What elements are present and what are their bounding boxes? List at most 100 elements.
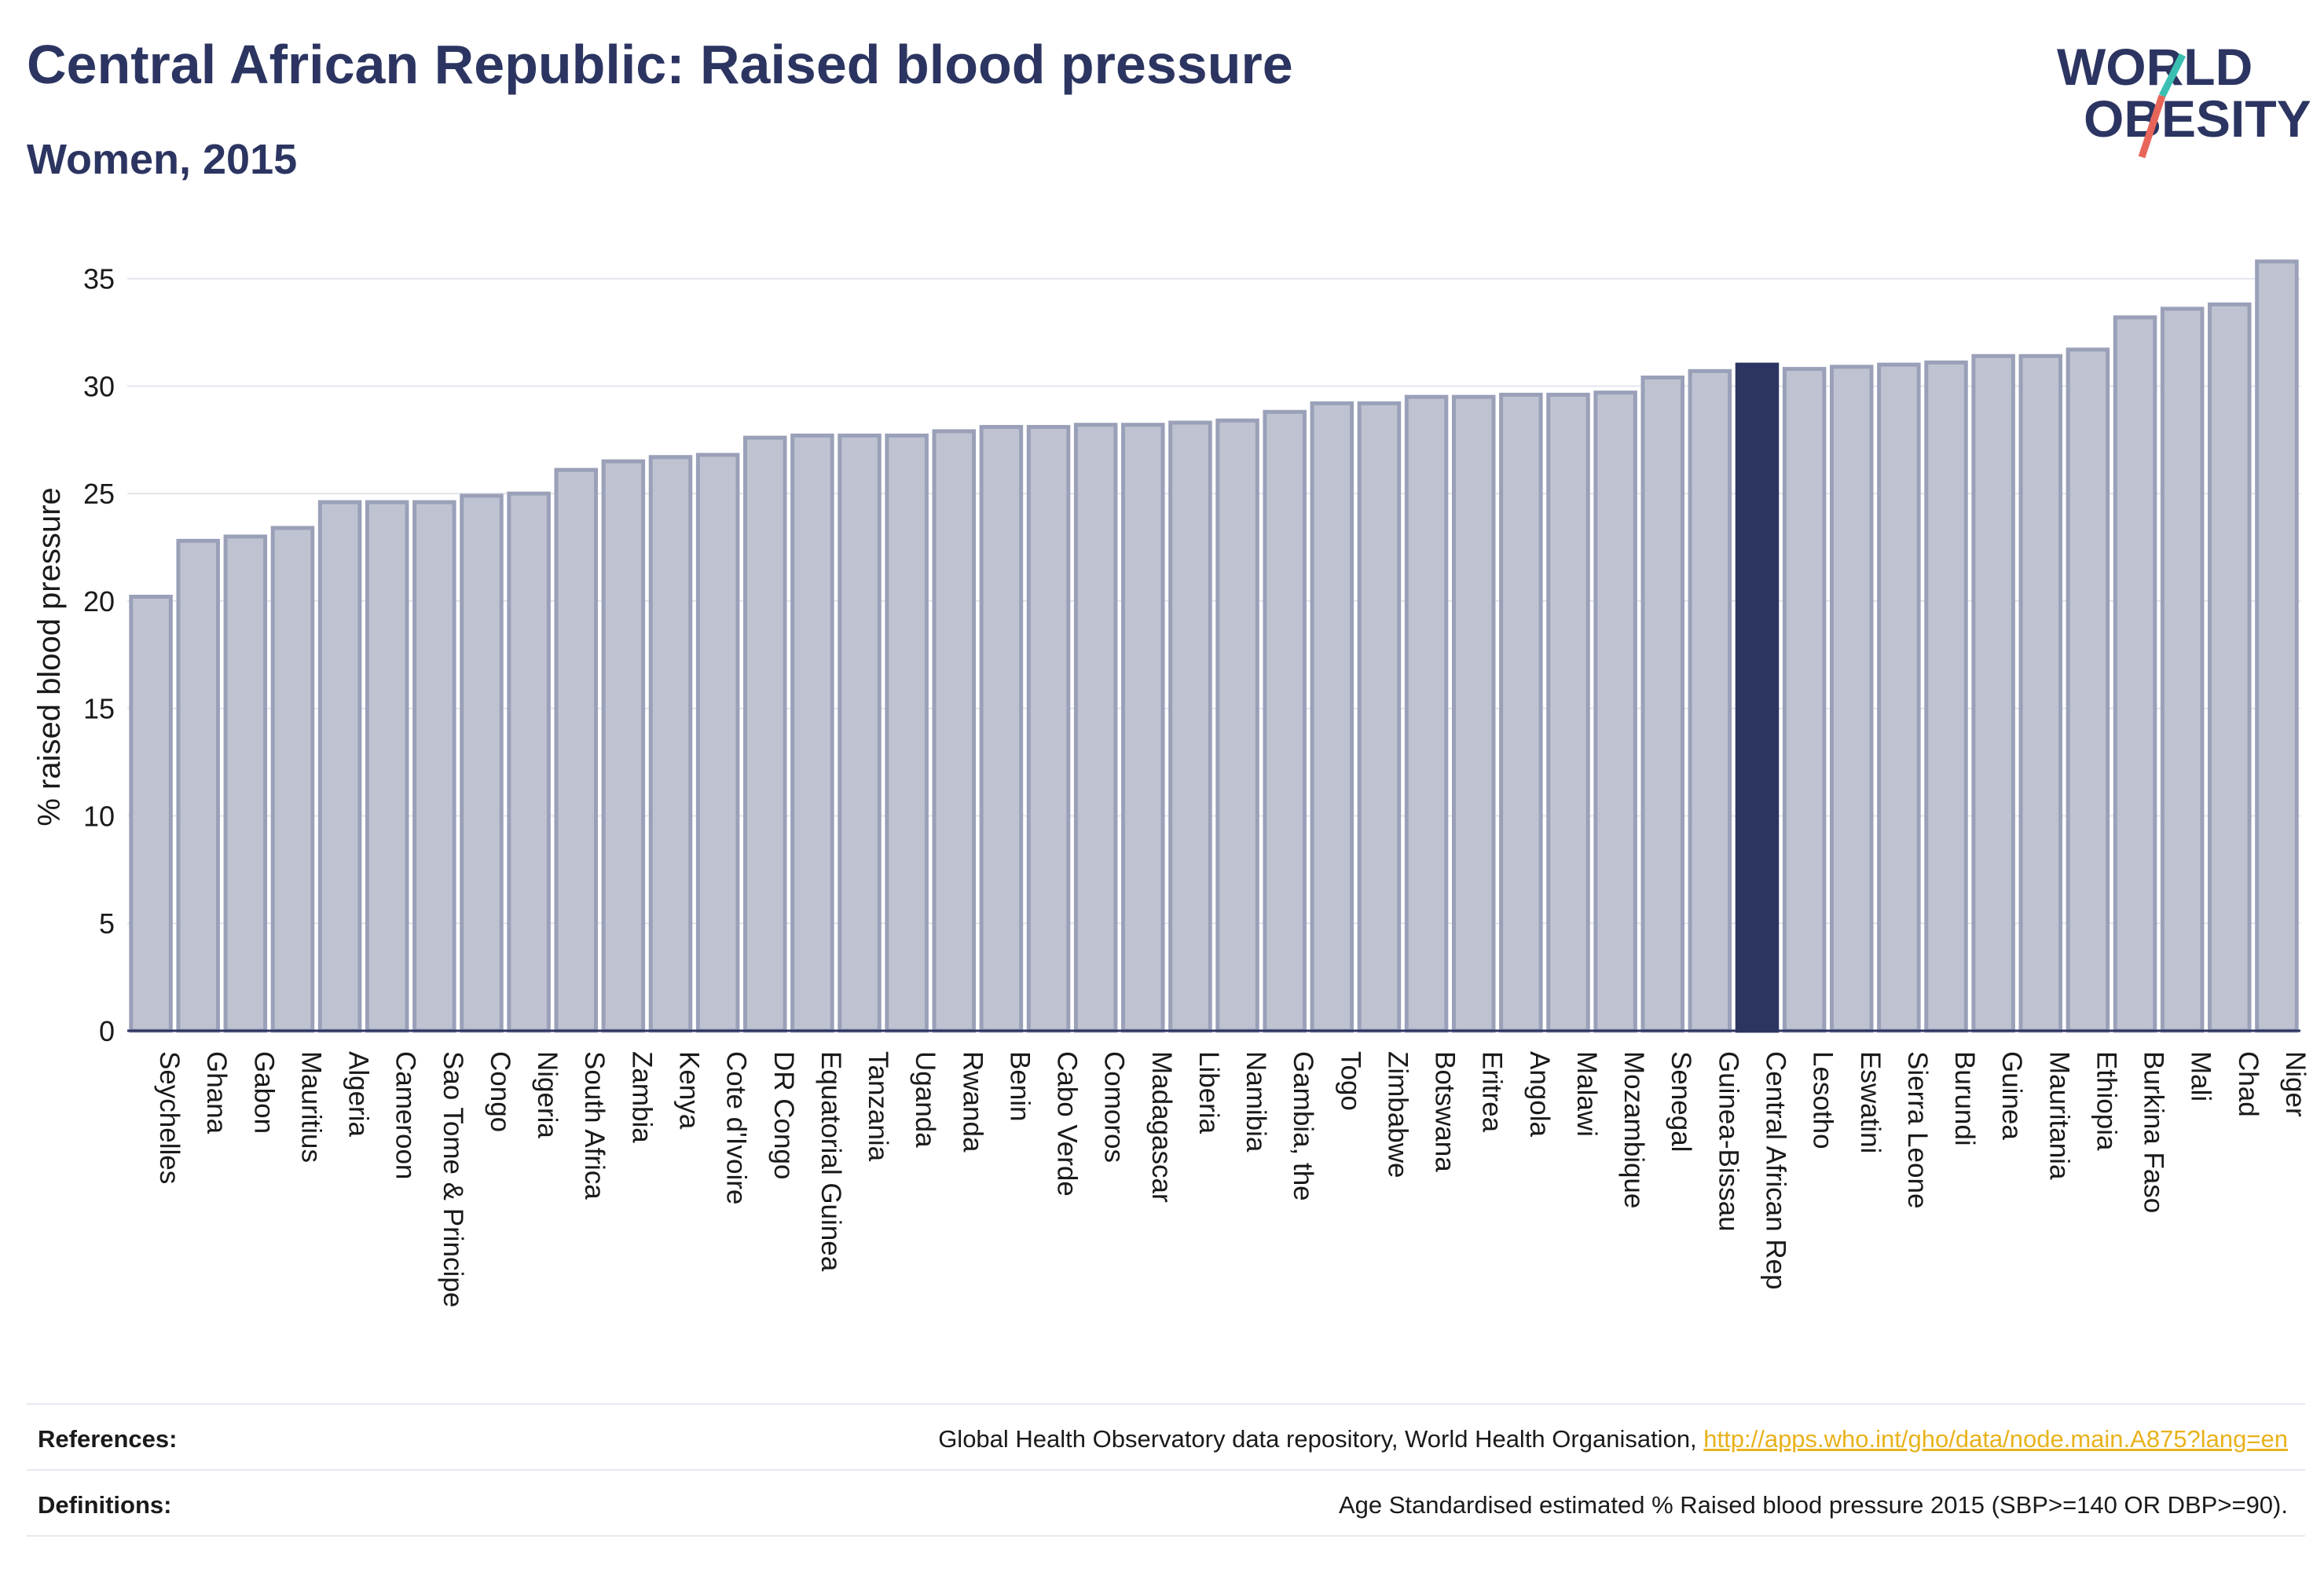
x-tick-label: Mauritania — [2044, 1051, 2074, 1180]
x-tick-label: Cameroon — [390, 1051, 421, 1179]
bar — [695, 453, 740, 1033]
bar-highlighted — [1735, 362, 1780, 1033]
x-tick-label: Liberia — [1193, 1051, 1224, 1134]
bar — [601, 459, 646, 1033]
x-tick-label: Burundi — [1949, 1051, 1980, 1146]
bar — [176, 538, 220, 1033]
logo-slash-red — [2138, 94, 2166, 159]
world-obesity-logo: WORLD OBESITY — [2057, 38, 2310, 159]
y-tick-label: 15 — [83, 693, 115, 725]
x-tick-label: Eswatini — [1855, 1051, 1886, 1153]
x-tick-label: Tanzania — [863, 1051, 893, 1162]
bar — [1499, 392, 1543, 1033]
chart-title: Central African Republic: Raised blood p… — [27, 34, 1293, 95]
bar — [129, 595, 173, 1033]
x-tick-label: Zambia — [626, 1051, 657, 1143]
bar — [1924, 360, 1968, 1033]
definitions-text: Age Standardised estimated % Raised bloo… — [1338, 1491, 2288, 1519]
bar — [979, 424, 1024, 1033]
bar — [743, 435, 787, 1033]
bar — [1404, 394, 1449, 1033]
x-axis-labels: Seychelles Ghana Gabon Mauritius Algeria Came… — [154, 1051, 2311, 1307]
x-tick-label: DR Congo — [768, 1051, 799, 1179]
x-tick-label: Mali — [2186, 1051, 2216, 1101]
x-tick-label: Rwanda — [957, 1051, 988, 1153]
x-tick-label: Ghana — [201, 1051, 232, 1134]
x-tick-label: Mauritius — [295, 1051, 326, 1163]
x-tick-label: Zimbabwe — [1382, 1051, 1413, 1178]
bar — [885, 433, 929, 1033]
bar — [554, 467, 598, 1033]
bar — [2113, 315, 2157, 1033]
footer-divider-middle — [27, 1469, 2305, 1471]
x-tick-label: Lesotho — [1808, 1051, 1838, 1149]
bar — [1782, 367, 1827, 1033]
y-axis-title: % raised blood pressure — [32, 487, 67, 826]
bar — [1640, 376, 1684, 1033]
bar — [1310, 401, 1354, 1033]
bar — [2160, 306, 2205, 1033]
x-tick-label: Chad — [2233, 1051, 2264, 1117]
x-tick-label: Benin — [1004, 1051, 1035, 1122]
x-tick-label: Guinea-Bissau — [1713, 1051, 1743, 1232]
bars — [129, 259, 2299, 1033]
x-tick-label: Niger — [2280, 1051, 2311, 1117]
logo-slash-teal — [2158, 53, 2187, 98]
bar — [1593, 390, 1637, 1033]
bar — [1357, 401, 1402, 1033]
x-tick-label: Botswana — [1430, 1051, 1461, 1172]
x-tick-label: Seychelles — [154, 1051, 185, 1184]
y-tick-label: 10 — [83, 800, 115, 832]
bar — [412, 500, 456, 1033]
x-tick-label: Sao Tome & Principe — [438, 1051, 468, 1307]
bar — [270, 526, 315, 1033]
x-tick-label: Gambia, the — [1288, 1051, 1318, 1201]
x-tick-label: Kenya — [674, 1051, 705, 1130]
y-axis-ticks: 0 5 10 15 20 25 30 35 — [83, 263, 115, 1047]
x-tick-label: Eritrea — [1477, 1051, 1508, 1133]
bar — [932, 429, 977, 1033]
bar — [2018, 354, 2063, 1033]
bar — [648, 455, 693, 1033]
bar — [1688, 368, 1732, 1033]
y-tick-label: 0 — [99, 1015, 115, 1047]
bar — [1073, 423, 1118, 1033]
bar — [1215, 418, 1259, 1033]
chart-subtitle: Women, 2015 — [27, 136, 298, 183]
bar — [1877, 362, 1921, 1033]
y-tick-label: 35 — [83, 263, 115, 295]
bar — [1830, 365, 1874, 1033]
bar — [507, 491, 551, 1033]
x-tick-label: Guinea — [1996, 1051, 2027, 1140]
bar-chart: 0 5 10 15 20 25 30 35 Seychelles Ghana Gabon Mauri… — [32, 259, 2311, 1307]
logo-line-world: WORLD — [2057, 38, 2253, 96]
definitions-label: Definitions: — [38, 1491, 172, 1519]
x-tick-label: Algeria — [343, 1051, 374, 1137]
footer-divider-top — [27, 1403, 2305, 1405]
bar — [2208, 302, 2252, 1033]
x-tick-label: Central African Rep — [1761, 1051, 1791, 1289]
bar — [365, 500, 409, 1033]
x-tick-label: Nigeria — [532, 1051, 563, 1138]
references-source: Global Health Observatory data repositor… — [938, 1425, 1704, 1453]
bar — [1263, 409, 1307, 1033]
x-tick-label: Mozambique — [1618, 1051, 1649, 1208]
x-tick-label: Congo — [485, 1051, 515, 1132]
bar — [1546, 392, 1590, 1033]
x-tick-label: Togo — [1335, 1051, 1365, 1111]
references-label: References: — [38, 1425, 178, 1453]
x-tick-label: Burkina Faso — [2139, 1051, 2169, 1213]
y-tick-label: 5 — [99, 907, 115, 940]
y-tick-label: 25 — [83, 478, 115, 510]
x-tick-label: Ethiopia — [2091, 1051, 2121, 1151]
y-tick-label: 20 — [83, 585, 115, 618]
x-tick-label: Cote d'Ivoire — [721, 1051, 752, 1204]
x-tick-label: Uganda — [910, 1051, 940, 1148]
x-tick-label: Comoros — [1099, 1051, 1130, 1163]
logo-line-obesity: OBESITY — [2084, 90, 2310, 148]
bar — [1121, 423, 1165, 1033]
x-tick-label: Senegal — [1666, 1051, 1696, 1152]
references-link[interactable]: http://apps.who.int/gho/data/node.main.A… — [1703, 1425, 2288, 1453]
bar — [838, 433, 882, 1033]
bar — [1971, 354, 2015, 1033]
